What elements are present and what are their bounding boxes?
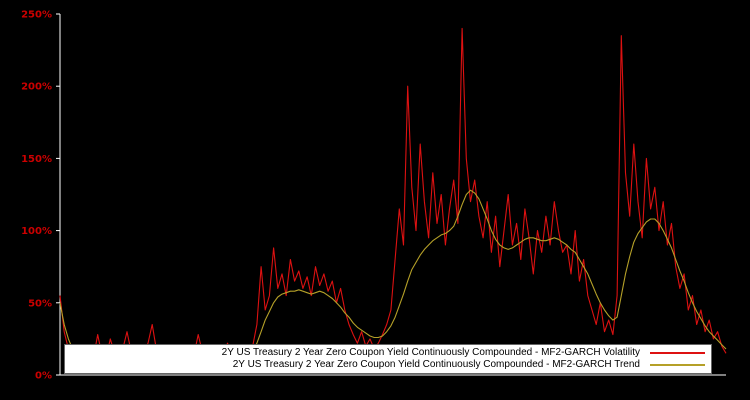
y-axis-tick-label: 50% (28, 298, 52, 309)
legend-item-volatility: 2Y US Treasury 2 Year Zero Coupon Yield … (71, 347, 705, 359)
y-axis-tick-label: 250% (21, 10, 52, 21)
y-axis-tick-label: 0% (35, 371, 52, 382)
legend-item-trend: 2Y US Treasury 2 Year Zero Coupon Yield … (71, 359, 705, 371)
legend: 2Y US Treasury 2 Year Zero Coupon Yield … (64, 344, 712, 374)
legend-label-volatility: 2Y US Treasury 2 Year Zero Coupon Yield … (221, 347, 640, 358)
series-line-volatility (59, 27, 727, 362)
y-axis-tick-label: 200% (21, 82, 52, 93)
series-line-trend (59, 189, 727, 357)
legend-line-trend-icon (650, 364, 705, 366)
y-axis-tick-label: 100% (21, 226, 52, 237)
legend-label-trend: 2Y US Treasury 2 Year Zero Coupon Yield … (232, 359, 640, 370)
y-axis-tick-label: 150% (21, 154, 52, 165)
legend-line-volatility-icon (650, 352, 705, 354)
